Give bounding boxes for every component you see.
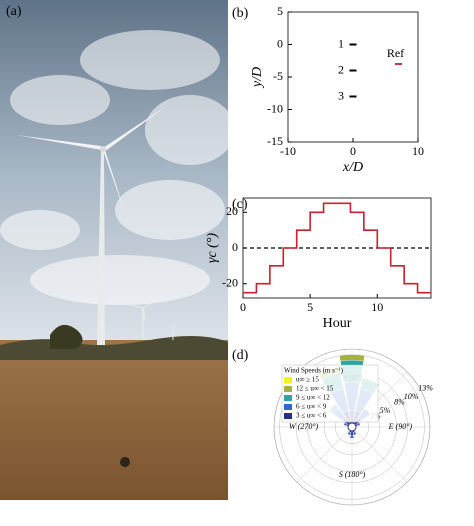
- panel-label: (b): [232, 6, 249, 21]
- radial-tick-label: 10%: [404, 392, 419, 401]
- legend-entry: u∞ ≥ 15: [296, 376, 319, 384]
- rose-wedge: [339, 354, 365, 362]
- legend-box: [281, 364, 379, 423]
- radial-tick-label: 5%: [380, 406, 391, 415]
- radial-tick-label: 8%: [394, 398, 405, 407]
- x-axis-label: Hour: [323, 316, 352, 331]
- x-tick-label: 5: [307, 300, 313, 314]
- x-axis-label: x/D: [342, 160, 363, 175]
- turbine-label: Ref: [387, 46, 404, 60]
- y-tick-label: -15: [267, 134, 283, 148]
- y-tick-label: 5: [277, 4, 283, 18]
- photo: (a): [0, 0, 235, 500]
- x-tick-label: 10: [412, 144, 424, 158]
- rose-wedge: [353, 431, 357, 436]
- legend-swatch: [284, 377, 292, 383]
- direction-label: W (270°): [289, 422, 319, 431]
- rose-wedge: [356, 422, 361, 426]
- turbine-label: 3: [338, 88, 344, 102]
- y-tick-label: -5: [273, 69, 283, 83]
- x-tick-label: 0: [240, 300, 246, 314]
- radial-tick-label: 13%: [418, 384, 433, 393]
- rose-wedge: [343, 422, 348, 426]
- y-tick-label: 0: [232, 240, 238, 254]
- x-tick-label: -10: [280, 144, 296, 158]
- panel-label: (a): [6, 4, 22, 19]
- legend-swatch: [284, 386, 292, 392]
- y-tick-label: 0: [277, 36, 283, 50]
- rose-wedge: [347, 431, 351, 436]
- legend-swatch: [284, 395, 292, 401]
- direction-label: S (180°): [339, 470, 366, 479]
- legend-swatch: [284, 413, 292, 419]
- legend-entry: 9 ≤ u∞ < 12: [296, 394, 330, 402]
- calm-center: [347, 422, 357, 432]
- direction-label: E (90°): [388, 422, 413, 431]
- panel-label: (c): [232, 197, 248, 212]
- panel-label: (d): [232, 348, 249, 363]
- legend-entry: 3 ≤ u∞ < 6: [296, 412, 327, 420]
- axes-frame: [287, 11, 419, 143]
- y-axis-label: γc (°): [205, 233, 220, 263]
- turbine-label: 1: [338, 36, 344, 50]
- step-line: [243, 202, 431, 294]
- y-axis-label: y/D: [250, 67, 265, 89]
- x-tick-label: 10: [371, 300, 383, 314]
- legend-title: Wind Speeds (m s⁻¹): [284, 367, 344, 375]
- turbine-label: 2: [338, 62, 344, 76]
- y-tick-label: -10: [267, 101, 283, 115]
- legend-entry: 12 ≤ u∞ < 15: [296, 385, 334, 393]
- legend-swatch: [284, 404, 292, 410]
- x-tick-label: 0: [350, 144, 356, 158]
- rose-wedge: [349, 435, 355, 439]
- legend-entry: 6 ≤ u∞ < 9: [296, 403, 327, 411]
- y-tick-label: 20: [226, 204, 238, 218]
- y-tick-label: -20: [222, 275, 238, 289]
